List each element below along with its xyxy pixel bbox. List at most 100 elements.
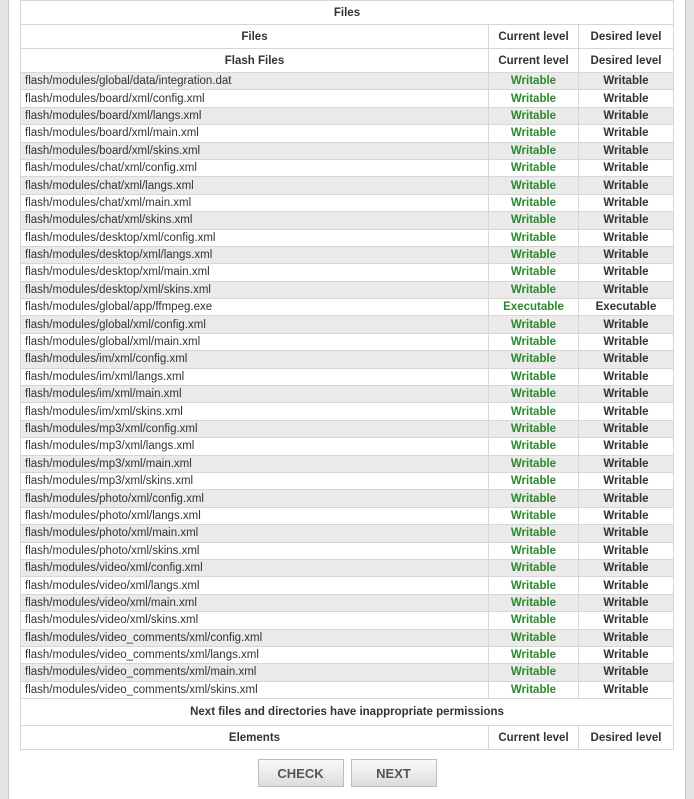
section-flash-files: Flash Files xyxy=(20,48,489,73)
desired-level: Writable xyxy=(578,541,674,560)
current-level: Writable xyxy=(488,280,579,300)
current-level: Writable xyxy=(488,263,579,282)
file-path: flash/modules/desktop/xml/main.xml xyxy=(20,263,489,282)
current-level: Writable xyxy=(488,645,579,665)
table-row: flash/modules/photo/xml/skins.xml Writabl… xyxy=(20,541,674,560)
file-path: flash/modules/chat/xml/config.xml xyxy=(20,158,489,178)
next-button[interactable]: NEXT xyxy=(350,759,437,787)
file-path: flash/modules/video/xml/config.xml xyxy=(20,558,489,578)
desired-level: Writable xyxy=(578,628,674,647)
desired-level: Writable xyxy=(578,593,674,613)
desired-level: Writable xyxy=(578,228,674,247)
current-level: Writable xyxy=(488,437,579,456)
table-row: flash/modules/video/xml/config.xml Writab… xyxy=(20,558,674,578)
file-path: flash/modules/global/data/integration.da… xyxy=(20,71,489,91)
file-path: flash/modules/photo/xml/skins.xml xyxy=(20,541,489,560)
current-level: Writable xyxy=(488,576,579,595)
table-row: flash/modules/chat/xml/main.xml Writable W… xyxy=(20,193,674,213)
current-level: Writable xyxy=(488,106,579,126)
file-path: flash/modules/board/xml/langs.xml xyxy=(20,106,489,126)
desired-level: Writable xyxy=(578,367,674,387)
table-title: Files xyxy=(20,0,674,25)
table-row: flash/modules/board/xml/main.xml Writable… xyxy=(20,124,674,143)
file-path: flash/modules/mp3/xml/skins.xml xyxy=(20,471,489,491)
table-row: flash/modules/desktop/xml/main.xml Writab… xyxy=(20,263,674,282)
desired-level: Writable xyxy=(578,680,674,700)
current-level: Writable xyxy=(488,419,579,439)
current-level: Executable xyxy=(488,298,579,317)
table-row: flash/modules/global/xml/main.xml Writabl… xyxy=(20,332,674,352)
col-current: Current level xyxy=(488,24,579,49)
table-row: flash/modules/video/xml/langs.xml Writabl… xyxy=(20,576,674,595)
file-path: flash/modules/board/xml/main.xml xyxy=(20,124,489,143)
file-path: flash/modules/video/xml/langs.xml xyxy=(20,576,489,595)
desired-level: Writable xyxy=(578,576,674,595)
table-row: flash/modules/mp3/xml/skins.xml Writable W… xyxy=(20,471,674,491)
file-path: flash/modules/video/xml/main.xml xyxy=(20,593,489,613)
current-level: Writable xyxy=(488,193,579,213)
current-level: Writable xyxy=(488,141,579,160)
desired-level: Executable xyxy=(578,298,674,317)
table-row: flash/modules/video/xml/main.xml Writable… xyxy=(20,593,674,613)
file-path: flash/modules/photo/xml/config.xml xyxy=(20,489,489,508)
current-level: Writable xyxy=(488,71,579,91)
file-path: flash/modules/board/xml/config.xml xyxy=(20,89,489,108)
desired-level: Writable xyxy=(578,280,674,300)
file-path: flash/modules/video/xml/skins.xml xyxy=(20,611,489,630)
current-level: Writable xyxy=(488,385,579,404)
file-path: flash/modules/video_comments/xml/config.… xyxy=(20,628,489,647)
current-level: Writable xyxy=(488,663,579,682)
current-level: Writable xyxy=(488,471,579,491)
desired-level: Writable xyxy=(578,454,674,473)
table-row: flash/modules/photo/xml/langs.xml Writabl… xyxy=(20,506,674,526)
current-level: Writable xyxy=(488,558,579,578)
file-path: flash/modules/board/xml/skins.xml xyxy=(20,141,489,160)
file-path: flash/modules/mp3/xml/langs.xml xyxy=(20,437,489,456)
desired-level: Writable xyxy=(578,350,674,369)
table-row: flash/modules/desktop/xml/config.xml Writ… xyxy=(20,228,674,247)
file-path: flash/modules/video_comments/xml/skins.x… xyxy=(20,680,489,700)
desired-level: Writable xyxy=(578,332,674,352)
table-row: flash/modules/video_comments/xml/skins.x… xyxy=(20,680,674,700)
desired-level: Writable xyxy=(578,385,674,404)
table-row: flash/modules/chat/xml/skins.xml Writable… xyxy=(20,211,674,230)
inappropriate-message: Next files and directories have inapprop… xyxy=(20,698,674,727)
current-level: Writable xyxy=(488,593,579,613)
desired-level: Writable xyxy=(578,471,674,491)
desired-level: Writable xyxy=(578,506,674,526)
desired-level: Writable xyxy=(578,524,674,543)
col-elements: Elements xyxy=(20,725,489,751)
desired-level: Writable xyxy=(578,106,674,126)
section-desired: Desired level xyxy=(578,48,674,73)
table-row: flash/modules/global/xml/config.xml Writa… xyxy=(20,315,674,334)
current-level: Writable xyxy=(488,402,579,421)
file-path: flash/modules/im/xml/skins.xml xyxy=(20,402,489,421)
current-level: Writable xyxy=(488,611,579,630)
current-level: Writable xyxy=(488,315,579,334)
file-path: flash/modules/chat/xml/main.xml xyxy=(20,193,489,213)
table-row: flash/modules/im/xml/config.xml Writable W… xyxy=(20,350,674,369)
current-level: Writable xyxy=(488,454,579,473)
current-level: Writable xyxy=(488,350,579,369)
file-path: flash/modules/photo/xml/langs.xml xyxy=(20,506,489,526)
table-row: flash/modules/global/app/ffmpeg.exe Execu… xyxy=(20,298,674,317)
current-level: Writable xyxy=(488,367,579,387)
table-row: flash/modules/video/xml/skins.xml Writabl… xyxy=(20,611,674,630)
desired-level: Writable xyxy=(578,141,674,160)
table-row: flash/modules/im/xml/langs.xml Writable Wr… xyxy=(20,367,674,387)
file-path: flash/modules/im/xml/langs.xml xyxy=(20,367,489,387)
table-row: flash/modules/board/xml/langs.xml Writabl… xyxy=(20,106,674,126)
check-button[interactable]: CHECK xyxy=(257,759,344,787)
col-current: Current level xyxy=(488,725,579,751)
desired-level: Writable xyxy=(578,437,674,456)
desired-level: Writable xyxy=(578,489,674,508)
current-level: Writable xyxy=(488,628,579,647)
desired-level: Writable xyxy=(578,263,674,282)
table-row: flash/modules/desktop/xml/skins.xml Writa… xyxy=(20,280,674,300)
col-desired: Desired level xyxy=(578,725,674,751)
current-level: Writable xyxy=(488,524,579,543)
table-row: flash/modules/mp3/xml/main.xml Writable Wr… xyxy=(20,454,674,473)
table-row: flash/modules/video_comments/xml/config.… xyxy=(20,628,674,647)
desired-level: Writable xyxy=(578,176,674,195)
current-level: Writable xyxy=(488,332,579,352)
